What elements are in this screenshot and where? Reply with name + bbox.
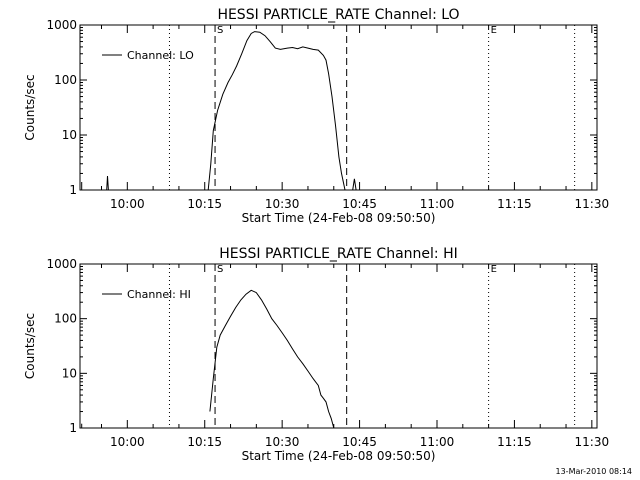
marker-label: E [491,264,497,275]
y-tick-label: 100 [54,73,77,87]
marker-label: S [217,25,223,36]
x-tick-label: 11:15 [497,435,532,449]
y-tick-label: 10 [62,366,77,380]
y-axis-label: Counts/sec [23,74,37,140]
chart-title: HESSI PARTICLE_RATE Channel: HI [219,246,457,262]
timestamp-footer: 13-Mar-2010 08:14 [555,467,633,476]
x-tick-label: 10:15 [187,435,222,449]
y-tick-label: 1 [69,421,77,435]
x-tick-label: 11:30 [575,197,610,211]
x-tick-label: 10:30 [265,197,300,211]
series-line [106,175,109,191]
x-axis-label: Start Time (24-Feb-08 09:50:50) [242,211,436,225]
x-tick-label: 10:00 [110,197,145,211]
y-tick-label: 1000 [46,257,77,271]
marker-label: S [217,264,223,275]
x-tick-label: 10:45 [342,435,377,449]
chart-title: HESSI PARTICLE_RATE Channel: LO [217,7,459,23]
x-tick-label: 10:15 [187,197,222,211]
series-line [209,289,335,429]
x-tick-label: 10:45 [342,197,377,211]
y-axis-label: Counts/sec [23,313,37,379]
plot-frame [79,24,598,191]
x-tick-label: 10:00 [110,435,145,449]
y-tick-label: 1000 [46,18,77,32]
x-tick-label: 10:30 [265,435,300,449]
y-tick-label: 1 [69,183,77,197]
x-tick-label: 11:00 [420,197,455,211]
x-tick-label: 11:15 [497,197,532,211]
marker-label: E [491,25,497,36]
legend-label: Channel: HI [127,288,191,301]
x-tick-label: 11:00 [420,435,455,449]
legend-label: Channel: LO [127,49,194,62]
y-tick-label: 100 [54,312,77,326]
series-line [352,178,357,191]
series-line [207,31,346,191]
plot-frame [79,263,598,429]
y-tick-label: 10 [62,128,77,142]
x-axis-label: Start Time (24-Feb-08 09:50:50) [242,449,436,463]
x-tick-label: 11:30 [575,435,610,449]
